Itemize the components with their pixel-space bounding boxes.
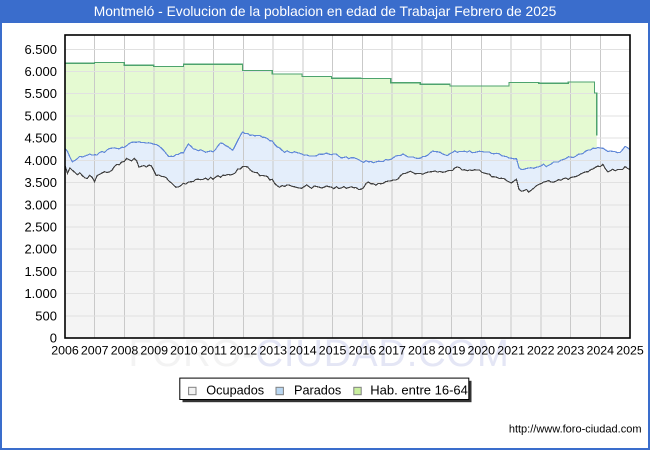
svg-text:0: 0 (50, 331, 57, 346)
svg-text:5.500: 5.500 (24, 86, 57, 101)
svg-text:2012: 2012 (230, 343, 258, 357)
svg-text:1.000: 1.000 (24, 286, 57, 301)
svg-text:2018: 2018 (408, 343, 436, 357)
svg-text:6.500: 6.500 (24, 42, 57, 57)
svg-text:2020: 2020 (468, 343, 496, 357)
svg-text:2010: 2010 (170, 343, 198, 357)
svg-text:4.500: 4.500 (24, 131, 57, 146)
svg-text:2.500: 2.500 (24, 220, 57, 235)
svg-text:Hab. entre 16-64: Hab. entre 16-64 (370, 383, 468, 398)
svg-text:4.000: 4.000 (24, 153, 57, 168)
svg-text:FORO-CIUDAD.COM: FORO-CIUDAD.COM (129, 332, 510, 375)
svg-text:http://www.foro-ciudad.com: http://www.foro-ciudad.com (509, 424, 642, 436)
svg-text:2.000: 2.000 (24, 242, 57, 257)
svg-text:2023: 2023 (557, 343, 585, 357)
svg-text:2019: 2019 (438, 343, 466, 357)
svg-text:3.000: 3.000 (24, 197, 57, 212)
svg-text:500: 500 (35, 308, 57, 323)
svg-text:1.500: 1.500 (24, 264, 57, 279)
svg-text:2009: 2009 (140, 343, 168, 357)
svg-text:Ocupados: Ocupados (206, 384, 264, 398)
svg-text:2024: 2024 (587, 343, 615, 357)
svg-text:Montmeló - Evolucion de la pob: Montmeló - Evolucion de la poblacion en … (94, 4, 557, 19)
svg-text:2017: 2017 (378, 343, 406, 357)
svg-text:6.000: 6.000 (24, 64, 57, 79)
svg-text:2016: 2016 (349, 343, 377, 357)
svg-text:2013: 2013 (259, 343, 287, 357)
svg-text:2022: 2022 (527, 343, 555, 357)
svg-text:2011: 2011 (200, 343, 227, 357)
svg-text:2021: 2021 (497, 343, 525, 357)
svg-text:3.500: 3.500 (24, 175, 57, 190)
svg-text:2014: 2014 (289, 343, 317, 357)
svg-text:2007: 2007 (81, 343, 109, 357)
svg-text:2006: 2006 (51, 343, 79, 357)
svg-text:5.000: 5.000 (24, 108, 57, 123)
svg-text:2015: 2015 (319, 343, 347, 357)
svg-text:Parados: Parados (294, 384, 341, 398)
svg-text:2008: 2008 (111, 343, 139, 357)
svg-text:2025: 2025 (616, 343, 644, 357)
